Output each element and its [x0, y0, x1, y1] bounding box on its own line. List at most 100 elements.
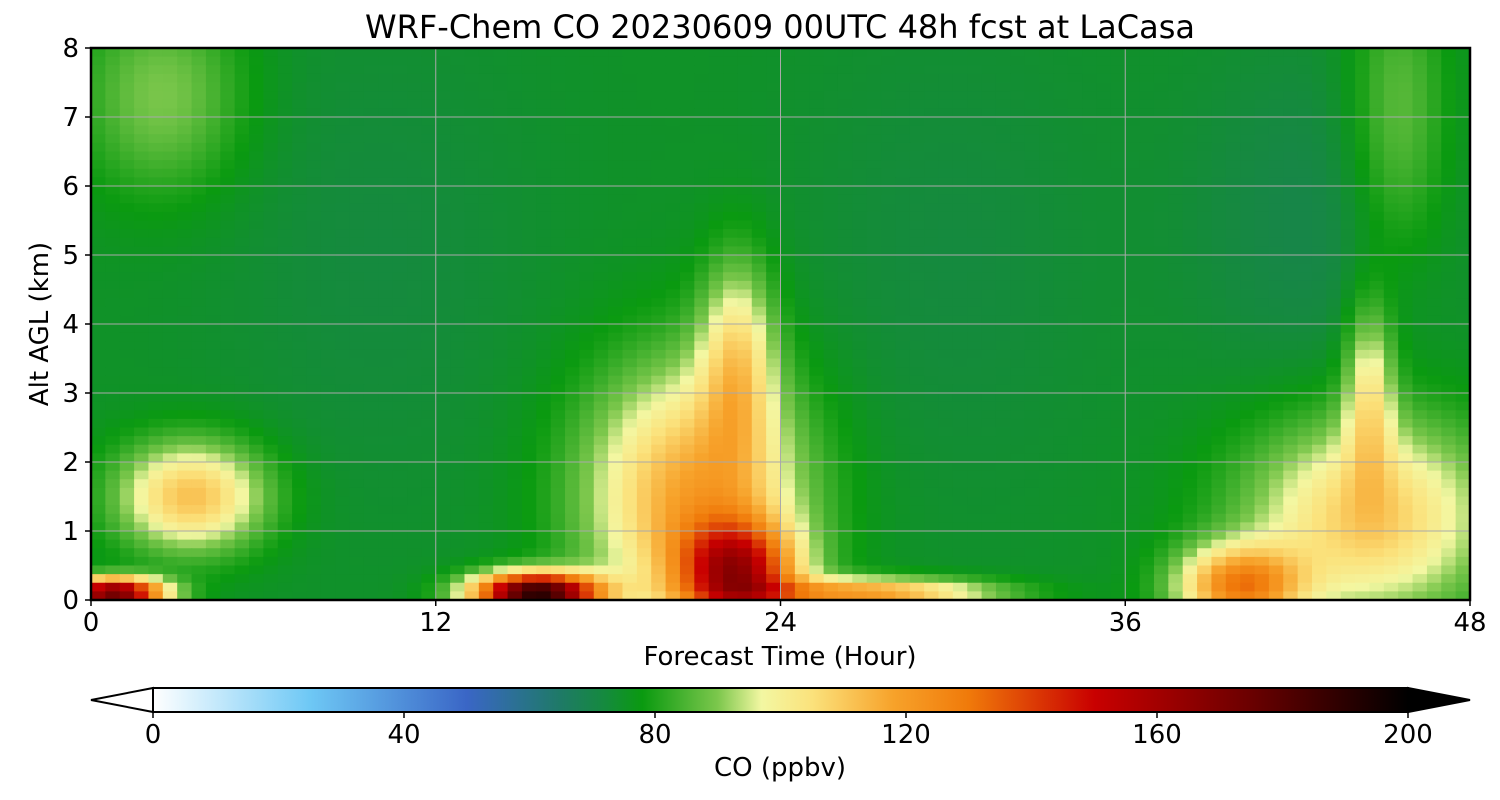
heatmap-cell: [335, 220, 351, 230]
heatmap-cell: [191, 56, 207, 66]
heatmap-cell: [249, 393, 264, 403]
heatmap-cell: [378, 82, 394, 92]
heatmap-cell: [636, 324, 652, 334]
heatmap-cell: [105, 117, 121, 127]
heatmap-cell: [593, 462, 609, 472]
heatmap-cell: [536, 444, 552, 454]
heatmap-cell: [464, 263, 480, 273]
heatmap-cell: [579, 91, 595, 101]
heatmap-cell: [1153, 246, 1169, 256]
heatmap-cell: [1125, 82, 1141, 92]
heatmap-cell: [1398, 151, 1414, 161]
heatmap-cell: [1240, 186, 1256, 196]
heatmap-cell: [1067, 280, 1083, 291]
heatmap-cell: [421, 177, 437, 187]
heatmap-cell: [392, 203, 408, 213]
heatmap-cell: [1110, 418, 1126, 429]
heatmap-cell: [1082, 237, 1098, 247]
heatmap-cell: [1211, 341, 1227, 351]
heatmap-cell: [794, 393, 810, 403]
heatmap-cell: [191, 151, 207, 161]
heatmap-cell: [1311, 151, 1327, 161]
heatmap-cell: [1369, 194, 1385, 204]
heatmap-cell: [1355, 401, 1371, 411]
heatmap-cell: [1039, 186, 1055, 196]
heatmap-cell: [134, 306, 150, 316]
heatmap-cell: [1125, 56, 1141, 66]
heatmap-cell: [435, 470, 451, 480]
heatmap-cell: [464, 151, 480, 161]
heatmap-cell: [593, 237, 609, 247]
heatmap-cell: [981, 73, 997, 84]
heatmap-cell: [995, 470, 1011, 480]
heatmap-cell: [1139, 56, 1155, 66]
heatmap-cell: [565, 48, 580, 58]
heatmap-cell: [809, 487, 825, 498]
heatmap-cell: [766, 177, 782, 187]
heatmap-cell: [1383, 160, 1399, 170]
heatmap-cell: [1211, 427, 1227, 437]
heatmap-cell: [191, 349, 207, 360]
heatmap-cell: [464, 134, 480, 144]
heatmap-cell: [249, 177, 264, 187]
heatmap-cell: [1355, 280, 1371, 291]
heatmap-cell: [162, 332, 178, 342]
heatmap-cell: [981, 177, 997, 187]
heatmap-cell: [105, 48, 121, 58]
heatmap-cell: [608, 186, 624, 196]
heatmap-cell: [320, 220, 336, 230]
heatmap-cell: [924, 272, 940, 282]
heatmap-cell: [1455, 91, 1470, 101]
heatmap-cell: [1067, 237, 1083, 247]
heatmap-cell: [1225, 401, 1241, 411]
heatmap-cell: [967, 349, 983, 360]
heatmap-cell: [1412, 289, 1428, 299]
heatmap-cell: [1398, 108, 1414, 118]
heatmap-cell: [1297, 160, 1313, 170]
heatmap-cell: [837, 73, 853, 84]
heatmap-cell: [565, 436, 580, 446]
heatmap-cell: [1039, 436, 1055, 446]
heatmap-cell: [938, 91, 954, 101]
heatmap-cell: [1153, 99, 1169, 109]
heatmap-cell: [1039, 349, 1055, 360]
heatmap-cell: [1412, 211, 1428, 222]
heatmap-cell: [909, 229, 925, 239]
heatmap-cell: [205, 117, 221, 127]
heatmap-cell: [335, 306, 351, 316]
heatmap-cell: [378, 418, 394, 429]
heatmap-cell: [119, 496, 135, 506]
heatmap-cell: [909, 194, 925, 204]
heatmap-cell: [407, 177, 422, 187]
heatmap-cell: [464, 332, 480, 342]
heatmap-cell: [263, 220, 279, 230]
heatmap-cell: [837, 479, 853, 489]
heatmap-cell: [1455, 410, 1470, 420]
heatmap-cell: [1168, 117, 1184, 127]
heatmap-cell: [1283, 332, 1299, 342]
heatmap-cell: [1326, 237, 1342, 247]
heatmap-cell: [550, 117, 566, 127]
heatmap-cell: [1268, 255, 1284, 265]
heatmap-cell: [407, 298, 422, 308]
heatmap-cell: [924, 160, 940, 170]
heatmap-cell: [881, 289, 897, 299]
heatmap-cell: [1053, 358, 1069, 368]
heatmap-cell: [909, 246, 925, 256]
heatmap-cell: [349, 427, 365, 437]
heatmap-cell: [809, 332, 825, 342]
heatmap-cell: [1067, 263, 1083, 273]
heatmap-cell: [1096, 117, 1112, 127]
heatmap-cell: [723, 298, 738, 308]
heatmap-cell: [967, 470, 983, 480]
heatmap-cell: [1426, 203, 1442, 213]
heatmap-cell: [1168, 324, 1184, 334]
heatmap-cell: [651, 151, 667, 161]
heatmap-cell: [1240, 280, 1256, 291]
heatmap-cell: [320, 487, 336, 498]
heatmap-cell: [967, 487, 983, 498]
heatmap-cell: [837, 487, 853, 498]
heatmap-cell: [651, 436, 667, 446]
heatmap-cell: [550, 436, 566, 446]
heatmap-cell: [1240, 151, 1256, 161]
